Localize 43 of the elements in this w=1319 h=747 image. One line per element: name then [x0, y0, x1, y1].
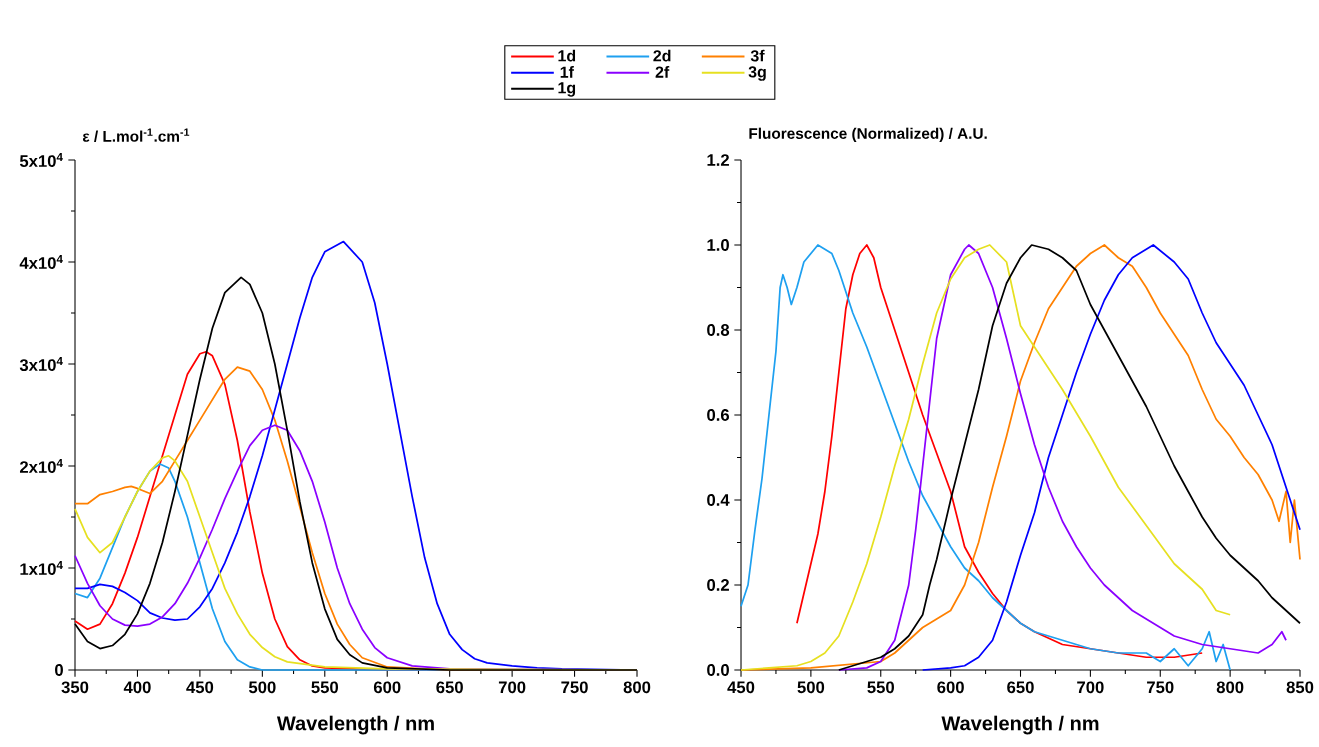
x-tick-label: 750: [561, 681, 588, 694]
legend-label: 1f: [560, 66, 574, 78]
x-tick-label: 600: [373, 681, 401, 694]
x-tick-label: 800: [1216, 681, 1244, 694]
legend-label: 3f: [750, 49, 765, 62]
x-tick-label: 450: [186, 681, 214, 694]
x-tick-label: 700: [498, 681, 526, 694]
x-tick-label: 850: [1286, 681, 1314, 694]
x-tick-label: 800: [623, 681, 651, 694]
x-tick-label: 600: [937, 681, 964, 694]
legend-label: 1g: [558, 82, 576, 97]
y-tick-label: 0.4: [707, 494, 730, 506]
x-tick-label: 700: [1077, 681, 1104, 694]
x-tick-label: 650: [436, 681, 463, 694]
y-tick-label: 2x10$^{4}$: [19, 459, 63, 473]
x-tick-label: 750: [1147, 681, 1174, 694]
legend-label: 2f: [655, 66, 670, 78]
x-tick-label: 650: [1007, 681, 1034, 694]
x-tick-label: 550: [867, 681, 894, 694]
y-tick-label: 0: [55, 664, 63, 676]
x-axis-title: Wavelength / nm: [276, 715, 434, 735]
y-tick-label: 3x10$^{4}$: [19, 356, 63, 372]
x-tick-label: 450: [727, 681, 755, 694]
y-tick-label: 1.0: [707, 239, 729, 251]
y-tick-label: 1x10$^{4}$: [20, 561, 63, 575]
y-tick-label: 0.6: [707, 409, 730, 421]
legend-label: 3g: [748, 66, 766, 81]
x-tick-label: 500: [248, 681, 276, 694]
legend-label: 1d: [558, 49, 576, 62]
y-axis-title: ε / L.mol$^{-1}$.cm$^{-1}$: [82, 128, 190, 142]
y-tick-label: 0.8: [707, 324, 730, 336]
legend-label: 2d: [653, 49, 671, 62]
x-tick-label: 500: [797, 681, 825, 694]
y-tick-label: 0.0: [707, 664, 729, 676]
y-tick-label: 1.2: [707, 154, 729, 166]
y-tick-label: 0.2: [707, 579, 729, 591]
x-tick-label: 550: [311, 681, 339, 694]
y-tick-label: 5x10$^{4}$: [19, 153, 63, 167]
y-axis-title: Fluorescence (Normalized) / A.U.: [749, 127, 987, 142]
x-tick-label: 350: [61, 681, 89, 694]
y-tick-label: 4x10$^{4}$: [19, 255, 63, 269]
x-axis-title: Wavelength / nm: [941, 715, 1099, 735]
x-tick-label: 400: [123, 681, 151, 694]
